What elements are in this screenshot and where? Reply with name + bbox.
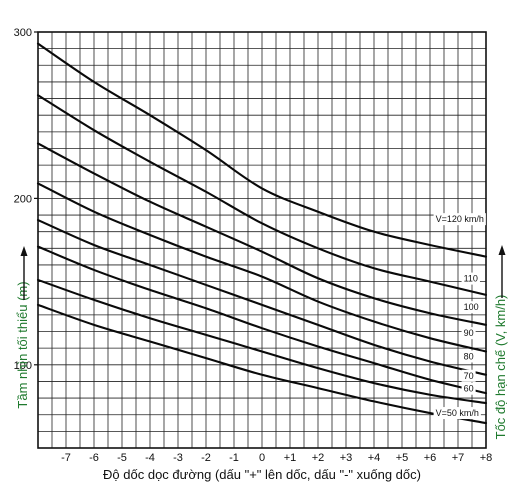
series-label: 70: [464, 371, 474, 381]
series-label-bg: [461, 272, 480, 285]
y-tick-labels: 100 200 300: [14, 27, 32, 372]
x-tick-label: +3: [340, 452, 353, 464]
series-label-bg: [433, 407, 481, 420]
series-line: [36, 94, 488, 296]
x-tick-label: -7: [61, 452, 71, 464]
series-label: 90: [464, 328, 474, 338]
x-tick-label: -3: [173, 452, 183, 464]
x-tick-label: +6: [424, 452, 437, 464]
x-tick-label: -4: [145, 452, 155, 464]
series-label-bg: [461, 301, 481, 314]
series-label: 60: [464, 384, 474, 394]
series-line: [36, 42, 488, 258]
series-label-bg: [433, 213, 486, 226]
series-label-bg: [461, 382, 476, 395]
series-label-bg: [461, 327, 476, 340]
y-tick-label: 300: [14, 27, 32, 39]
series-label: V=50 km/h: [436, 408, 479, 418]
y-axis-title: Tầm nhìn tối thiểu (m): [15, 281, 30, 408]
grid: [37, 31, 487, 449]
y-tick-label: 100: [14, 360, 32, 372]
series-line: [36, 278, 488, 405]
series-line: [36, 218, 488, 376]
x-axis-title: Độ dốc dọc đường (dấu "+" lên dốc, dấu "…: [103, 467, 421, 482]
series-label: 80: [464, 351, 474, 361]
series-line: [36, 142, 488, 326]
x-tick-label: 0: [259, 452, 265, 464]
series-labels: V=120 km/h 110 100 90 80 70 60 V=50 km/h: [433, 213, 486, 420]
series-line: [36, 245, 488, 395]
series-label: 110: [464, 274, 478, 284]
x-tick-label: -5: [117, 452, 127, 464]
x-tick-label: -2: [201, 452, 211, 464]
series-label: 100: [464, 302, 479, 312]
x-tick-label: +1: [284, 452, 297, 464]
y2-axis-arrow: [498, 245, 506, 298]
x-tick-label: +2: [312, 452, 325, 464]
x-tick-label: +4: [368, 452, 381, 464]
x-tick-label: +8: [480, 452, 493, 464]
series-line: [36, 303, 488, 425]
y-axis-title-group: Tầm nhìn tối thiểu (m): [15, 281, 30, 408]
series-label-bg: [461, 369, 476, 382]
x-tick-label: +7: [452, 452, 465, 464]
y-tick-label: 200: [14, 193, 32, 205]
y2-axis-title: Tốc độ hạn chế (V, km/h): [493, 295, 508, 440]
x-tick-label: -1: [229, 452, 239, 464]
series-curves: [36, 42, 488, 425]
series-label-bg: [461, 350, 476, 363]
y-axis-arrow: [20, 246, 28, 300]
series-label: V=120 km/h: [436, 214, 484, 224]
plot-frame: [34, 31, 487, 449]
plot-border: [37, 31, 487, 449]
x-tick-label: +5: [396, 452, 409, 464]
y2-axis-title-group: Tốc độ hạn chế (V, km/h): [493, 295, 508, 440]
x-tick-labels: -7 -6 -5 -4 -3 -2 -1 0 +1 +2 +3 +4 +5 +6 +7 +8: [61, 452, 492, 464]
series-line: [36, 182, 488, 353]
x-tick-label: -6: [89, 452, 99, 464]
